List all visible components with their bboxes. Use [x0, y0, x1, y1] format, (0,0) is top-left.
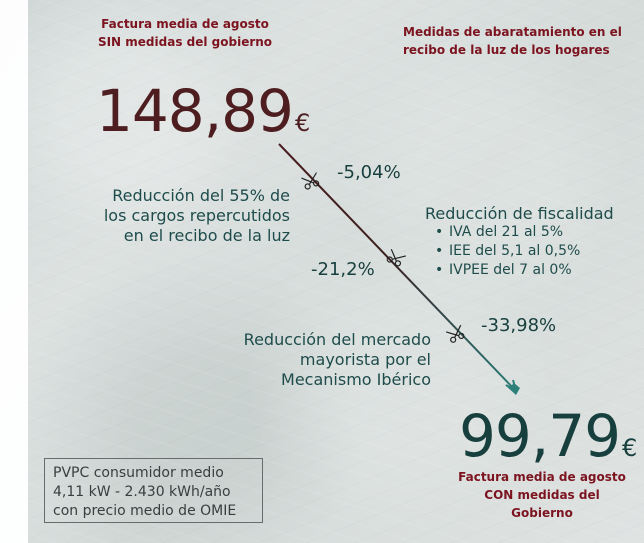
fiscalidad-item-iva: IVA del 21 al 5%: [435, 223, 580, 242]
fiscalidad-item-ivpee: IVPEE del 7 al 0%: [435, 261, 580, 280]
factura-con-currency: €: [622, 434, 638, 462]
factura-sin-value: 148,89€: [96, 82, 310, 140]
factura-con-number: 99,79: [459, 402, 621, 470]
factura-sin-title: Factura media de agosto SIN medidas del …: [97, 17, 273, 49]
mercado-description: Reducción del mercado mayorista por el M…: [243, 330, 431, 389]
fiscalidad-item-iee: IEE del 5,1 al 0,5%: [435, 242, 580, 261]
cargos-percentage: -5,04%: [337, 162, 401, 183]
scissors-icon-bottom: [446, 324, 465, 343]
fiscalidad-list: IVA del 21 al 5% IEE del 5,1 al 0,5% IVP…: [435, 223, 580, 280]
left-margin-strip: [0, 0, 28, 543]
mercado-percentage: -33,98%: [481, 315, 557, 336]
pvpc-info-box: PVPC consumidor medio 4,11 kW - 2.430 kW…: [44, 458, 263, 523]
scissors-icon-top: [301, 172, 320, 190]
downward-arrow-icon-left: [505, 384, 517, 392]
fiscalidad-title: Reducción de fiscalidad: [425, 204, 614, 223]
downward-arrow-icon-right: [512, 379, 517, 392]
factura-sin-number: 148,89: [96, 77, 294, 145]
fiscalidad-percentage: -21,2%: [311, 259, 375, 280]
medidas-title: Medidas de abaratamiento en el recibo de…: [403, 25, 622, 57]
factura-con-value: 99,79€: [459, 407, 637, 465]
cargos-description: Reducción del 55% de los cargos repercut…: [103, 186, 290, 245]
factura-sin-currency: €: [294, 109, 311, 137]
scissors-icon-middle: [386, 248, 406, 267]
factura-con-title: Factura media de agosto CON medidas del …: [458, 470, 626, 520]
